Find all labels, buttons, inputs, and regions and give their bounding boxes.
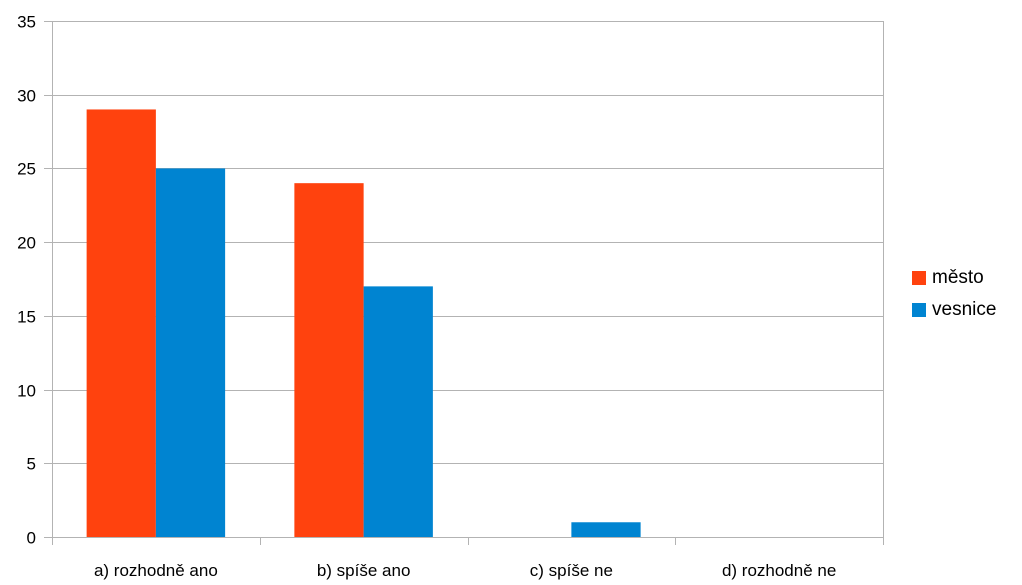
legend-label-mesto: město xyxy=(932,267,984,288)
legend-label-vesnice: vesnice xyxy=(932,299,997,320)
y-tick-label: 15 xyxy=(17,308,36,327)
legend-item-vesnice: vesnice xyxy=(912,294,996,326)
legend-swatch-mesto xyxy=(912,271,926,285)
legend-swatch-vesnice xyxy=(912,303,926,317)
y-tick-labels: 0 5 10 15 20 25 30 35 xyxy=(17,13,36,548)
x-tick-label: c) spíše ne xyxy=(530,561,613,580)
legend-item-mesto: město xyxy=(912,262,996,294)
y-tick-label: 25 xyxy=(17,160,36,179)
y-tick-label: 0 xyxy=(27,529,36,548)
bar-vesnice-0 xyxy=(155,168,226,537)
y-tick-label: 10 xyxy=(17,382,36,401)
y-tick-label: 5 xyxy=(27,455,36,474)
x-tick-label: a) rozhodně ano xyxy=(94,561,218,580)
bar-mesto-1 xyxy=(294,183,364,537)
y-tick-label: 20 xyxy=(17,234,36,253)
x-tick-labels: a) rozhodně ano b) spíše ano c) spíše ne d)… xyxy=(94,561,836,580)
axes xyxy=(44,21,884,545)
y-tick-label: 30 xyxy=(17,87,36,106)
bar-mesto-0 xyxy=(86,109,156,537)
bar-vesnice-1 xyxy=(363,286,433,537)
bar-vesnice-2 xyxy=(571,522,641,537)
bars xyxy=(86,109,641,537)
y-tick-label: 35 xyxy=(17,13,36,32)
x-tick-label: b) spíše ano xyxy=(317,561,411,580)
x-tick-label: d) rozhodně ne xyxy=(722,561,836,580)
legend: město vesnice xyxy=(912,262,996,326)
